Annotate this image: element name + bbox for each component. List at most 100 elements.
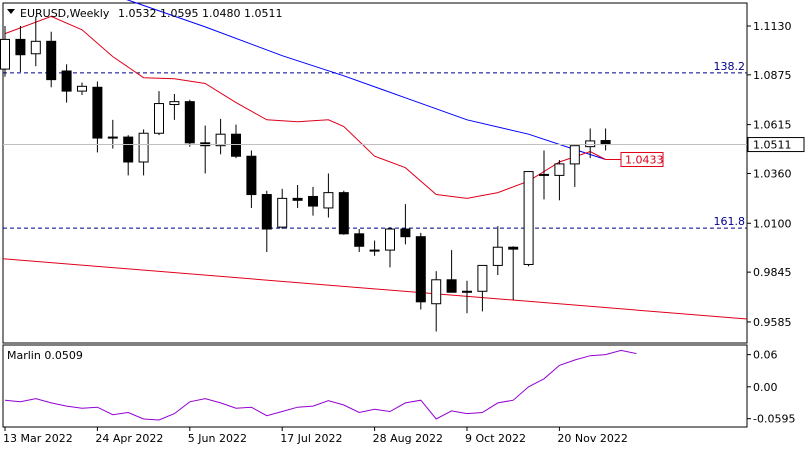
candle <box>569 145 580 187</box>
candle-body <box>554 163 565 176</box>
candle <box>169 93 180 120</box>
candle <box>123 135 134 176</box>
candle-body <box>431 279 442 305</box>
trendline-layer <box>2 258 748 320</box>
candle-body <box>354 233 365 247</box>
candle <box>277 188 288 230</box>
candle-body <box>107 136 118 139</box>
candle <box>585 128 596 159</box>
candle <box>15 25 26 72</box>
candle-body <box>15 38 26 56</box>
candle <box>92 81 103 153</box>
candle <box>154 91 164 136</box>
indicator-tick-label: 0.00 <box>753 381 778 394</box>
trendline <box>2 258 748 320</box>
candle <box>477 264 488 312</box>
date-axis: 13 Mar 2022 24 Apr 2022 5 Jun 2022 17 Jul 2… <box>3 427 628 445</box>
price-tick-label: 1.0615 <box>753 119 792 132</box>
price-tick-label: 1.0360 <box>753 167 792 180</box>
fast-ma-line <box>4 15 606 199</box>
candle-body <box>61 70 72 92</box>
candle-body <box>77 85 87 92</box>
candle-body <box>261 194 272 230</box>
ma-value-box <box>620 151 664 167</box>
ohlc-values: 1.0532 1.0595 1.0480 1.0511 <box>118 7 282 20</box>
candle <box>492 226 503 275</box>
date-tick-label: 13 Mar 2022 <box>3 432 73 445</box>
candle <box>554 160 565 201</box>
candle-body <box>292 197 303 201</box>
price-tick-label: 0.9585 <box>753 316 792 329</box>
candles <box>0 16 611 332</box>
candle-body <box>138 132 149 163</box>
candle <box>369 240 380 256</box>
candle <box>462 280 472 314</box>
candle <box>415 232 426 310</box>
candle <box>231 124 241 159</box>
candle <box>0 25 10 77</box>
indicator-tick-label: 0.06 <box>753 349 778 362</box>
indicator-label: Marlin 0.0509 <box>7 349 83 362</box>
candle-body <box>92 86 103 139</box>
candle-body <box>585 140 596 148</box>
dropdown-arrow-icon[interactable] <box>7 9 15 14</box>
candle <box>107 119 118 149</box>
price-tick-label: 1.0100 <box>753 217 792 230</box>
candle <box>354 229 365 253</box>
symbol-label: EURUSD,Weekly <box>20 7 110 20</box>
candle <box>400 204 411 245</box>
indicator-tick-label: -0.0595 <box>753 413 795 426</box>
candle <box>77 82 87 95</box>
oscillator-layer <box>4 349 637 421</box>
price-tick-label: 1.0875 <box>753 69 792 82</box>
date-tick-label: 24 Apr 2022 <box>95 432 163 445</box>
date-tick-label: 17 Jul 2022 <box>280 432 342 445</box>
slow-ma-line <box>126 0 606 160</box>
chart-header: EURUSD,Weekly 1.0532 1.0595 1.0480 1.051… <box>7 7 282 20</box>
candle <box>539 150 549 200</box>
candle-body <box>30 40 41 55</box>
candle <box>261 190 272 253</box>
candle-body <box>277 197 288 228</box>
last-price-box <box>747 137 805 153</box>
candle-body <box>308 195 318 207</box>
last-price-label: 1.0511 <box>753 139 792 152</box>
candle-body <box>231 133 241 157</box>
main-plot-border <box>2 2 748 344</box>
candle-body <box>46 40 57 81</box>
candle <box>30 16 41 67</box>
candle-body <box>508 246 519 250</box>
candle <box>508 246 519 300</box>
main-panel: 138.2 161.8 1.1130 1.0875 1.0615 1.0360 1.010… <box>0 0 805 344</box>
candle-body <box>323 192 334 209</box>
fib-level-label: 138.2 <box>714 60 746 73</box>
candle <box>446 250 457 293</box>
oscillator-line <box>4 349 637 421</box>
candle <box>246 150 257 208</box>
fib-levels: 138.2 161.8 <box>3 60 747 229</box>
indicator-axis: 0.06 0.00 -0.0595 <box>747 349 795 426</box>
price-tick-label: 1.1130 <box>753 20 792 33</box>
price-tick-label: 0.9845 <box>753 266 792 279</box>
candle <box>61 64 72 103</box>
date-tick-label: 5 Jun 2022 <box>188 432 247 445</box>
candle-body <box>569 145 580 165</box>
candle <box>308 186 318 216</box>
candle-body <box>215 133 226 147</box>
candle <box>338 190 349 235</box>
candle <box>431 271 442 332</box>
indicator-plot-border <box>2 344 748 428</box>
candle <box>292 184 303 208</box>
fib-level-label: 161.8 <box>714 215 746 228</box>
date-tick-label: 9 Oct 2022 <box>465 432 526 445</box>
candle-body <box>492 246 503 266</box>
date-tick-label: 20 Nov 2022 <box>557 432 627 445</box>
candle-body <box>123 136 134 163</box>
candle <box>385 227 395 268</box>
price-axis: 1.1130 1.0875 1.0615 1.0360 1.0100 0.9845 0.95… <box>3 20 805 329</box>
ma-value-label: 1.0433 <box>625 153 664 166</box>
candle-body <box>246 155 257 196</box>
candle <box>523 171 534 267</box>
candle-body <box>385 228 395 251</box>
